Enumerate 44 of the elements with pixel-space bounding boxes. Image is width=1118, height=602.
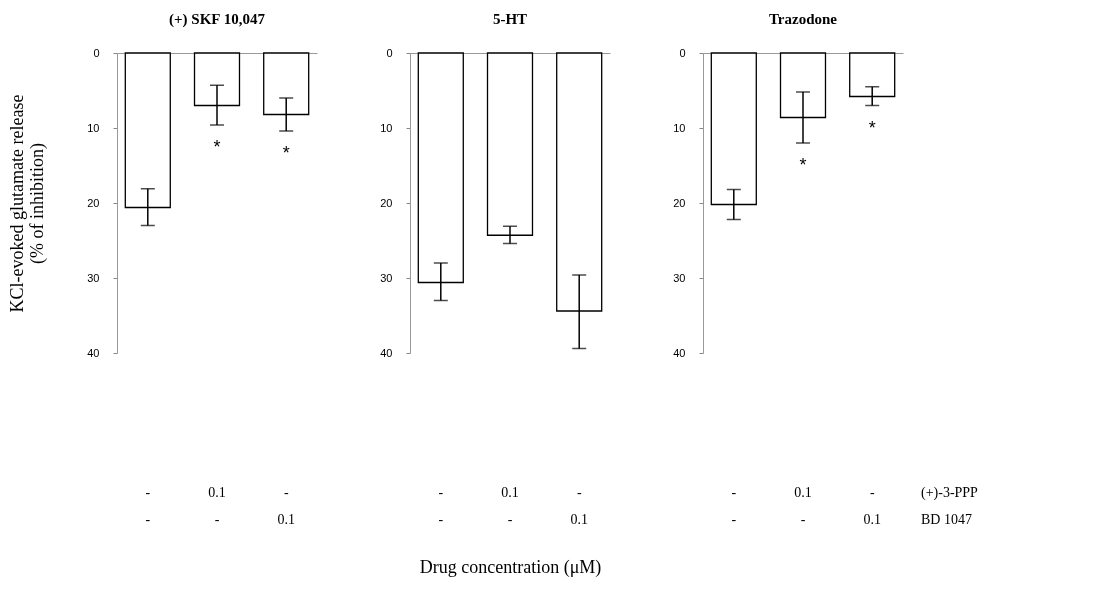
y-tick-label: 40 <box>673 346 686 359</box>
data-label: * <box>213 137 221 157</box>
text: - <box>145 512 151 527</box>
x-axis-title: Drug concentration (μM) <box>419 556 602 578</box>
text: - <box>507 512 513 527</box>
text: - <box>576 485 582 500</box>
text: - <box>438 512 444 527</box>
y-tick-label: 30 <box>673 271 686 284</box>
y-tick-label: 20 <box>87 196 100 209</box>
text: (+)-3-PPP <box>921 485 979 501</box>
text: - <box>283 485 289 500</box>
chart-title: 5-HT <box>492 11 528 27</box>
text: - <box>800 512 806 527</box>
y-tick-label: 10 <box>673 121 686 134</box>
text: - <box>731 485 737 500</box>
text: 0.1 <box>208 485 226 500</box>
y-tick-label: 20 <box>380 196 393 209</box>
y-tick-label: 10 <box>380 121 393 134</box>
y-tick-label: 30 <box>87 271 100 284</box>
y-tick-label: 0 <box>386 46 393 59</box>
text: - <box>438 485 444 500</box>
y-tick-label: 30 <box>380 271 393 284</box>
text: BD 1047 <box>921 512 972 527</box>
text: 0.1 <box>863 512 881 527</box>
y-tick-label: 10 <box>87 121 100 134</box>
text: - <box>145 485 151 500</box>
text: 0.1 <box>794 485 812 500</box>
text: 0.1 <box>570 512 588 527</box>
y-tick-label: 40 <box>87 346 100 359</box>
text: 0.1 <box>277 512 295 527</box>
chart-title: (+) SKF 10,047 <box>169 11 266 28</box>
data-label: * <box>868 117 876 138</box>
y-tick-label: 0 <box>93 46 100 59</box>
y-axis-title: KCl-evoked glutamate release (% of inhibition) <box>7 94 49 313</box>
chart-title: Trazodone <box>768 11 838 27</box>
data-label: * <box>282 143 290 163</box>
text: - <box>869 485 875 500</box>
text: - <box>731 512 737 527</box>
y-tick-label: 0 <box>679 46 686 59</box>
data-label: * <box>799 155 807 175</box>
y-tick-label: 40 <box>380 346 393 359</box>
text: 0.1 <box>501 485 519 500</box>
text: - <box>214 512 220 527</box>
y-tick-label: 20 <box>673 196 686 209</box>
